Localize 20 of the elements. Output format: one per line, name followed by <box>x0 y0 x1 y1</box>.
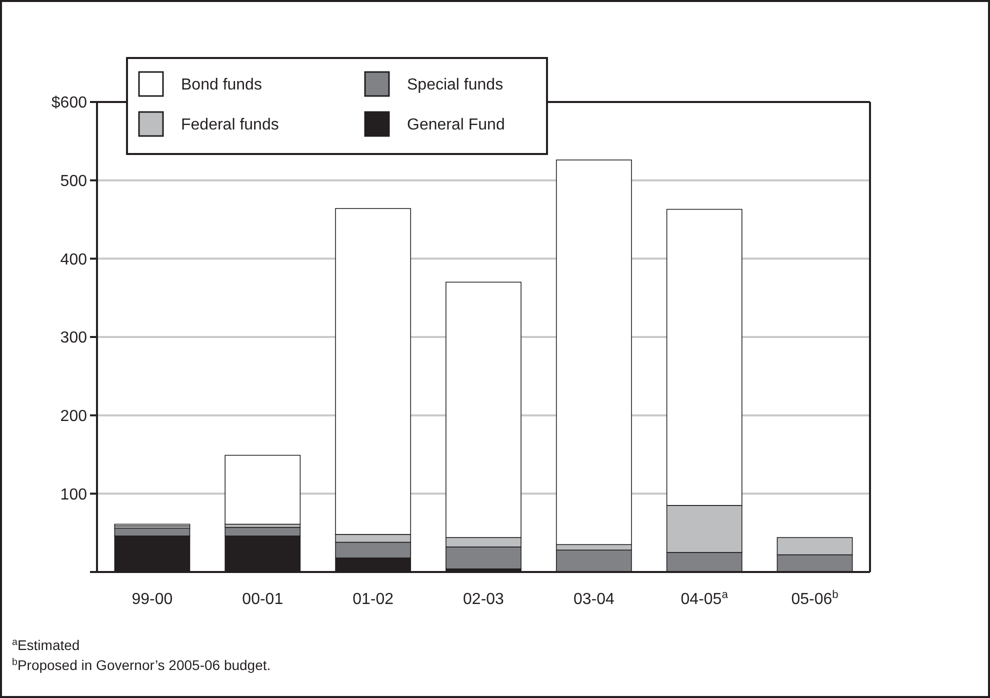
y-tick-label: 400 <box>60 251 88 268</box>
text: $^{b}$Proposed in Governor’s 2005-06 budget. <box>12 656 271 673</box>
x-tick-label: 01-02 <box>352 591 394 608</box>
x-tick-label: 02-03 <box>463 591 504 608</box>
x-tick-label: 04-05$^{a}$ <box>680 589 729 608</box>
y-tick-label: 500 <box>60 172 88 190</box>
legend-label: Special funds <box>407 76 504 94</box>
text: $^{a}$Estimated <box>12 636 80 653</box>
y-tick-label: 100 <box>60 486 88 504</box>
legend-label: General Fund <box>407 116 505 134</box>
bar <box>224 454 301 525</box>
x-tick-label: 00-01 <box>242 591 284 608</box>
x-tick-label: 99-00 <box>132 591 173 608</box>
x-tick-label: 05-06$^{b}$ <box>791 589 838 608</box>
x-tick-label: 03-04 <box>573 591 614 608</box>
y-tick-label: 300 <box>60 330 88 347</box>
legend-label: Bond funds <box>181 76 262 94</box>
legend-label: Federal funds <box>181 116 279 134</box>
y-tick-label: $600 <box>51 94 88 112</box>
y-tick-label: 200 <box>60 408 88 425</box>
